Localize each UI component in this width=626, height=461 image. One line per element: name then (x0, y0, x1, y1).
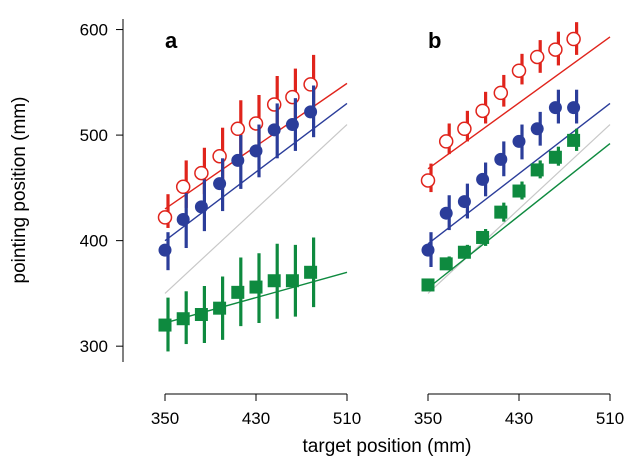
y-tick-label-2: 500 (80, 126, 108, 145)
marker-b-1-6 (530, 122, 544, 136)
marker-a-2-0 (158, 318, 172, 332)
marker-b-0-4 (493, 85, 509, 101)
x-tick-label-a-1: 430 (242, 409, 270, 428)
fit-line-b-2 (427, 142, 611, 289)
panel-label-b: b (428, 28, 441, 53)
marker-b-0-0 (420, 173, 436, 188)
marker-b-2-3 (476, 230, 490, 244)
marker-b-2-8 (567, 133, 581, 147)
reference-line-a (164, 124, 348, 294)
marker-a-0-1 (175, 179, 191, 195)
marker-b-2-4 (494, 205, 508, 219)
marker-b-1-8 (567, 101, 581, 115)
marker-b-1-0 (421, 243, 435, 257)
marker-b-1-2 (457, 195, 471, 209)
marker-a-0-0 (157, 210, 173, 225)
x-tick-label-a-2: 510 (333, 409, 361, 428)
marker-b-1-5 (512, 134, 526, 148)
marker-a-2-4 (231, 285, 245, 299)
reference-line-b (427, 124, 611, 294)
y-tick-label-3: 600 (80, 21, 108, 40)
panel-label-a: a (165, 28, 178, 53)
y-ticks: 300 400 500 600 (80, 21, 123, 356)
x-tick-label-b-1: 430 (505, 409, 533, 428)
panel-a: a 350 430 510 (151, 28, 361, 428)
y-tick-label-1: 400 (80, 232, 108, 251)
marker-a-2-6 (267, 274, 281, 288)
marker-a-1-3 (213, 177, 227, 191)
series-b-2 (421, 128, 611, 292)
marker-a-1-0 (158, 243, 172, 257)
marker-a-1-6 (267, 123, 281, 137)
x-tick-label-b-2: 510 (596, 409, 624, 428)
marker-b-0-2 (457, 121, 472, 137)
marker-b-2-7 (548, 150, 562, 164)
marker-b-2-1 (439, 257, 453, 271)
marker-b-0-1 (438, 134, 454, 149)
marker-b-2-0 (421, 278, 435, 292)
marker-a-1-1 (176, 213, 190, 227)
panel-b: b 350 430 510 (414, 22, 624, 428)
marker-b-0-6 (529, 49, 545, 65)
marker-b-0-7 (548, 42, 563, 57)
marker-b-2-6 (530, 163, 544, 177)
marker-b-1-1 (439, 206, 453, 220)
series-b-0 (420, 22, 611, 193)
marker-a-2-7 (285, 274, 299, 288)
marker-b-2-5 (512, 184, 526, 198)
marker-a-1-2 (194, 200, 208, 214)
marker-b-0-8 (566, 31, 581, 47)
fit-line-a-1 (164, 102, 348, 242)
marker-a-2-5 (249, 280, 263, 294)
series-a-2 (158, 237, 348, 352)
x-axis-title: target position (mm) (303, 436, 472, 457)
marker-a-1-4 (231, 153, 245, 167)
marker-a-2-1 (176, 312, 190, 326)
marker-a-2-2 (194, 308, 208, 322)
marker-a-0-4 (230, 121, 246, 137)
marker-b-1-4 (494, 152, 508, 166)
panels: a 350 430 510 b 350 430 510 (151, 22, 624, 428)
marker-a-2-3 (213, 301, 227, 315)
x-tick-label-a-0: 350 (151, 409, 179, 428)
marker-b-1-7 (548, 101, 562, 115)
fit-line-b-1 (427, 102, 611, 245)
marker-a-2-8 (304, 265, 318, 279)
marker-b-0-3 (475, 103, 490, 119)
fit-line-a-2 (164, 271, 348, 324)
y-tick-label-0: 300 (80, 337, 108, 356)
marker-b-0-5 (511, 63, 527, 78)
y-axis: 300 400 500 600 (80, 19, 124, 362)
x-tick-label-b-0: 350 (414, 409, 442, 428)
fit-line-b-0 (427, 36, 611, 170)
y-axis-title: pointing position (mm) (9, 97, 30, 284)
series-b-1 (421, 89, 611, 268)
marker-a-1-8 (304, 105, 318, 119)
series-a-1 (158, 85, 348, 271)
marker-a-1-7 (285, 118, 299, 132)
marker-b-1-3 (476, 172, 490, 186)
marker-b-2-2 (457, 245, 471, 259)
marker-a-1-5 (249, 144, 263, 158)
marker-a-0-2 (194, 165, 209, 181)
